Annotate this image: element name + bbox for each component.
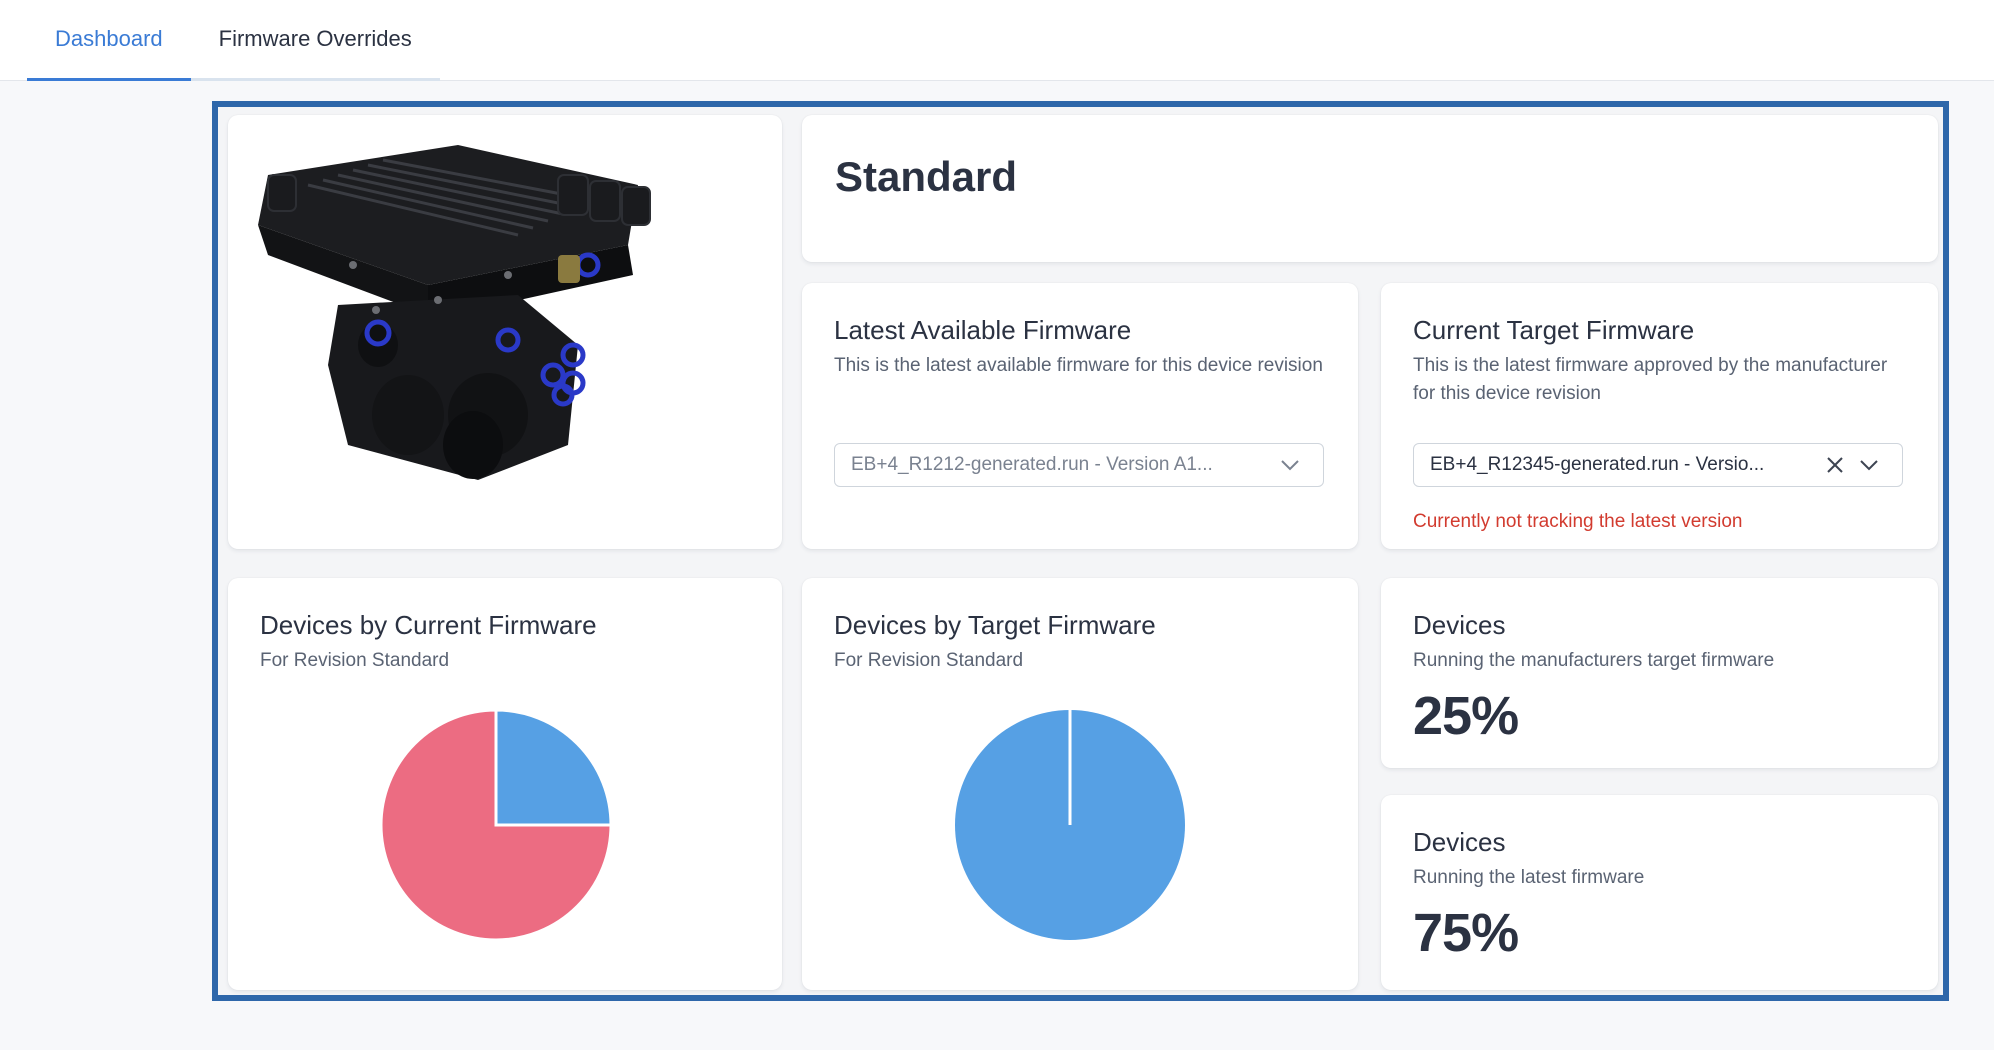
clear-icon[interactable]: [1818, 448, 1852, 482]
stat-value: 75%: [1413, 903, 1519, 963]
latest-firmware-select[interactable]: EB+4_R1212-generated.run - Version A1...: [834, 443, 1324, 487]
stat-subtitle: Running the manufacturers target firmwar…: [1413, 650, 1775, 671]
chevron-down-icon[interactable]: [1852, 448, 1886, 482]
target-firmware-value: EB+4_R12345-generated.run - Versio...: [1430, 454, 1765, 475]
latest-firmware-description: This is the latest available firmware fo…: [834, 355, 1323, 376]
device-image: [258, 145, 651, 480]
target-firmware-card: Current Target Firmware This is the late…: [1381, 283, 1938, 549]
latest-firmware-title: Latest Available Firmware: [834, 315, 1132, 345]
device-image-card: [228, 115, 782, 549]
stat-value: 25%: [1413, 686, 1519, 746]
target-firmware-chart-subtitle: For Revision Standard: [834, 650, 1024, 671]
stat-title: Devices: [1413, 610, 1506, 640]
tab-bar: Dashboard Firmware Overrides: [27, 0, 440, 81]
current-firmware-chart-card: Devices by Current Firmware For Revision…: [228, 578, 782, 990]
device-title-card: Standard: [802, 115, 1938, 262]
target-firmware-pie: [955, 710, 1185, 940]
target-firmware-chart-card: Devices by Target Firmware For Revision …: [802, 578, 1358, 990]
chevron-down-icon[interactable]: [1273, 448, 1307, 482]
tab-dashboard[interactable]: Dashboard: [27, 0, 191, 81]
target-firmware-description: This is the latest firmware approved by …: [1413, 355, 1888, 404]
latest-firmware-value: EB+4_R1212-generated.run - Version A1...: [851, 454, 1213, 475]
target-firmware-select[interactable]: EB+4_R12345-generated.run - Versio...: [1413, 443, 1903, 487]
pie-slice: [494, 708, 613, 827]
latest-firmware-card: Latest Available Firmware This is the la…: [802, 283, 1358, 549]
tab-firmware-overrides[interactable]: Firmware Overrides: [190, 0, 440, 81]
current-firmware-chart-subtitle: For Revision Standard: [260, 650, 450, 671]
target-firmware-stat-card: Devices Running the manufacturers target…: [1381, 578, 1938, 768]
current-firmware-pie: [379, 708, 613, 942]
target-firmware-title: Current Target Firmware: [1413, 315, 1695, 345]
target-firmware-chart-title: Devices by Target Firmware: [834, 610, 1156, 640]
stat-title: Devices: [1413, 827, 1506, 857]
current-firmware-chart-title: Devices by Current Firmware: [260, 610, 597, 640]
dashboard-panel: Standard Latest Available Firmware This …: [212, 101, 1949, 1001]
latest-firmware-stat-card: Devices Running the latest firmware 75%: [1381, 795, 1938, 990]
stat-subtitle: Running the latest firmware: [1413, 867, 1645, 888]
pie-slice: [379, 708, 613, 942]
top-nav: Dashboard Firmware Overrides: [0, 0, 1994, 81]
page-title: Standard: [835, 153, 1018, 200]
tracking-warning: Currently not tracking the latest versio…: [1413, 511, 1743, 532]
